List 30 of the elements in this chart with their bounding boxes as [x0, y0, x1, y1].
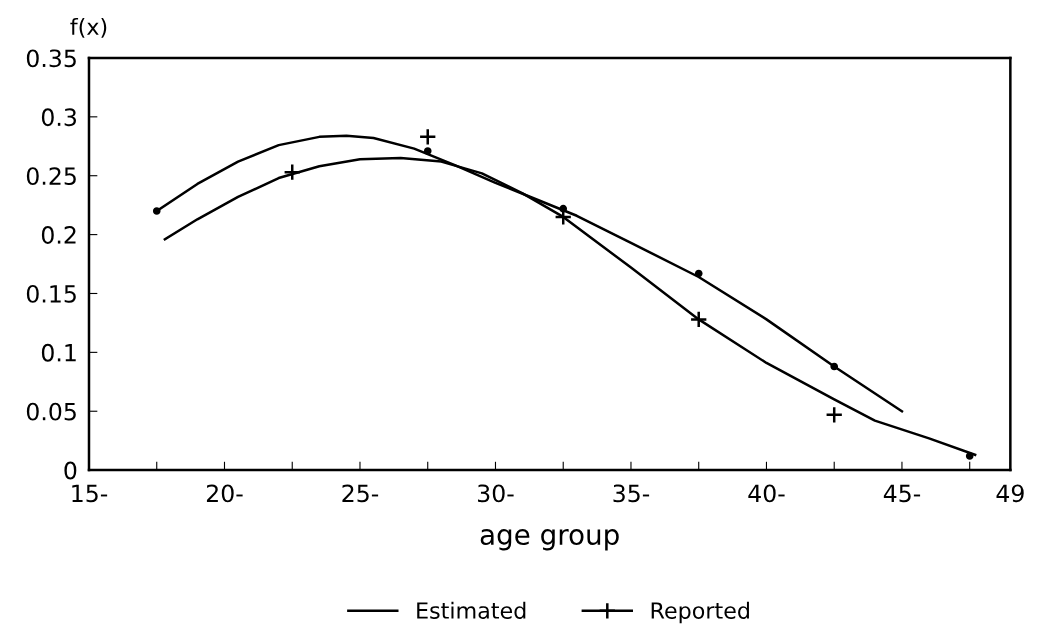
- x-tick-label: 40-: [748, 484, 785, 503]
- legend-label: Reported: [651, 601, 749, 624]
- x-axis-title: age group: [480, 529, 619, 551]
- x-tick-label: 25-: [342, 484, 379, 503]
- point: [423, 147, 432, 155]
- point: [283, 163, 302, 182]
- y-tick-label: 0.3: [41, 108, 76, 127]
- x-tick-label: 30-: [478, 484, 514, 503]
- x-tick-label: 20-: [206, 484, 243, 503]
- legend-label: Estimated: [417, 601, 526, 619]
- point: [418, 127, 437, 146]
- y-tick-label: 0.2: [41, 226, 76, 244]
- point: [694, 269, 703, 278]
- y-tick-label: 0.15: [26, 284, 76, 303]
- y-tick-label: 0.05: [26, 402, 76, 421]
- point: [152, 207, 161, 215]
- point: [965, 452, 974, 460]
- x-tick-label: 49: [996, 484, 1024, 503]
- point: [689, 310, 708, 329]
- x-tick-label: 45-: [883, 484, 921, 503]
- y-tick-label: 0.1: [41, 343, 76, 362]
- y-tick-label: 0.35: [26, 49, 76, 68]
- x-tick-label: 35-: [613, 484, 650, 503]
- y-tick-label: 0.25: [26, 167, 76, 186]
- x-tick-label: 15-: [72, 484, 108, 503]
- point: [559, 204, 568, 213]
- y-tick-label: 0: [64, 461, 77, 480]
- point: [825, 405, 844, 424]
- point: [830, 362, 839, 371]
- y-axis-title: f(x): [70, 17, 107, 38]
